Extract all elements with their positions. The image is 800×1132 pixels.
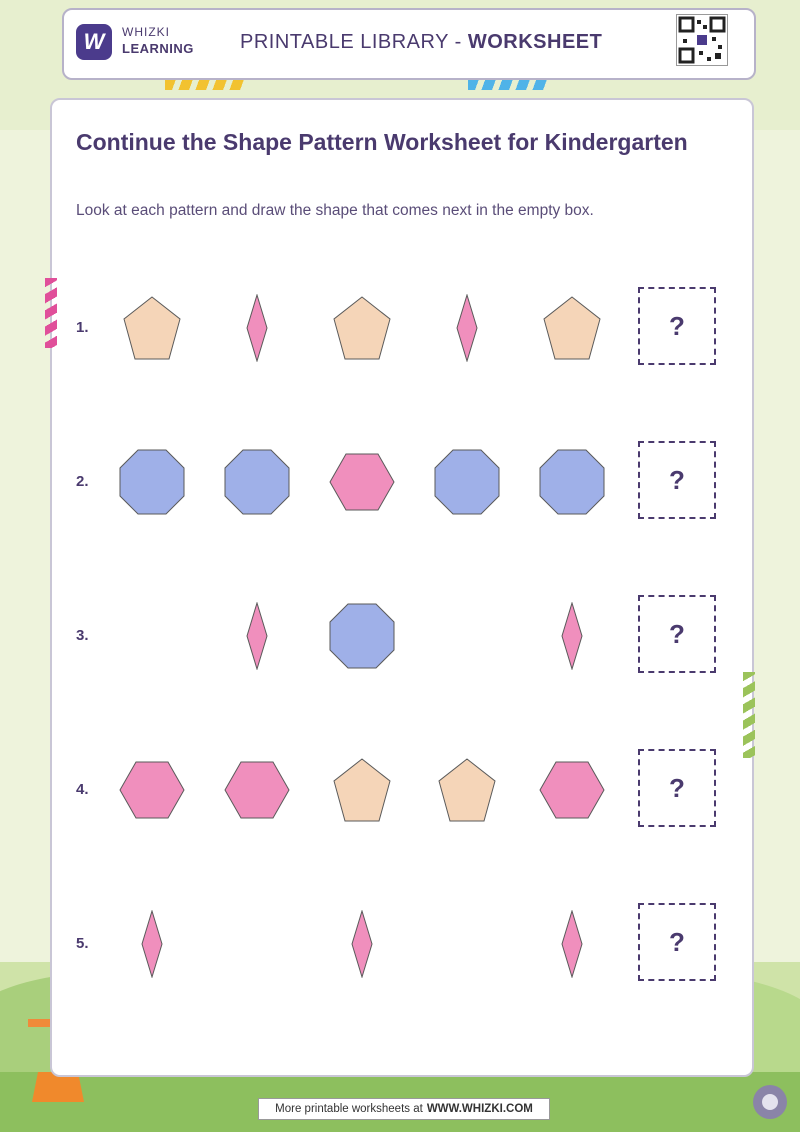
answer-box[interactable]: ? xyxy=(638,903,716,981)
brand-name: WHIZKI xyxy=(122,25,170,39)
hexagon-shape xyxy=(224,761,290,819)
header-bar xyxy=(62,8,756,80)
pentagon-shape xyxy=(543,296,601,360)
pentagon-shape xyxy=(333,296,391,360)
octagon-shape xyxy=(329,603,395,669)
stripe-decoration xyxy=(165,80,245,90)
question-mark: ? xyxy=(669,310,685,341)
worksheet-paper xyxy=(50,98,754,1077)
rhombus-shape xyxy=(351,910,373,978)
row-number: 4. xyxy=(76,781,89,798)
row-number: 3. xyxy=(76,627,89,644)
rhombus-shape xyxy=(456,294,478,362)
question-mark: ? xyxy=(669,772,685,803)
qr-code-icon[interactable] xyxy=(676,14,728,66)
octagon-shape xyxy=(539,449,605,515)
rhombus-shape xyxy=(141,910,163,978)
row-number: 1. xyxy=(76,319,89,336)
answer-box[interactable]: ? xyxy=(638,441,716,519)
pentagon-shape xyxy=(438,758,496,822)
rhombus-shape xyxy=(561,910,583,978)
worksheet-instructions: Look at each pattern and draw the shape … xyxy=(76,202,594,219)
footer-bar: More printable worksheets at WWW.WHIZKI.… xyxy=(258,1098,550,1120)
rhombus-shape xyxy=(246,602,268,670)
rhombus-shape xyxy=(561,602,583,670)
row-number: 5. xyxy=(76,935,89,952)
row-number: 2. xyxy=(76,473,89,490)
hexagon-shape xyxy=(329,453,395,511)
answer-box[interactable]: ? xyxy=(638,749,716,827)
brand-subname: LEARNING xyxy=(122,41,194,56)
rhombus-shape xyxy=(246,294,268,362)
gear-icon xyxy=(753,1085,787,1119)
stripe-decoration xyxy=(45,278,57,348)
library-title: PRINTABLE LIBRARY - WORKSHEET xyxy=(240,31,603,53)
octagon-shape xyxy=(434,449,500,515)
stripe-decoration xyxy=(468,80,548,90)
hexagon-shape xyxy=(539,761,605,819)
answer-box[interactable]: ? xyxy=(638,287,716,365)
octagon-shape xyxy=(224,449,290,515)
question-mark: ? xyxy=(669,926,685,957)
whizki-logo[interactable]: W xyxy=(76,24,112,60)
stripe-decoration xyxy=(743,672,755,758)
question-mark: ? xyxy=(669,618,685,649)
worksheet-title: Continue the Shape Pattern Worksheet for… xyxy=(76,129,688,155)
question-mark: ? xyxy=(669,464,685,495)
hexagon-shape xyxy=(119,761,185,819)
octagon-shape xyxy=(119,449,185,515)
pentagon-shape xyxy=(123,296,181,360)
footer-text: More printable worksheets at xyxy=(275,1103,423,1115)
footer-link[interactable]: WWW.WHIZKI.COM xyxy=(426,1103,533,1115)
answer-box[interactable]: ? xyxy=(638,595,716,673)
pentagon-shape xyxy=(333,758,391,822)
